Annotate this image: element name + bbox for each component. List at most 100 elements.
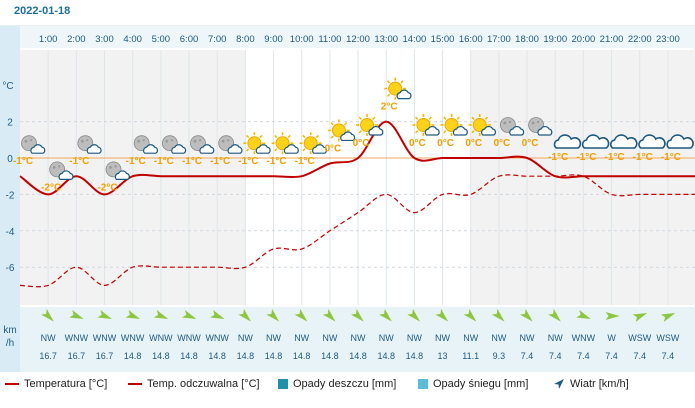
temp-label: -2°C <box>41 182 61 193</box>
moon-crater <box>221 139 225 143</box>
sun-ray <box>358 130 362 134</box>
sun-cloud-icon <box>327 119 356 142</box>
wind-arrow-icon <box>97 310 112 319</box>
cloud-shape <box>312 144 327 154</box>
temp-label: -1°C <box>266 156 286 167</box>
wind-direction: NW <box>407 333 422 343</box>
wind-speed: 16.7 <box>96 351 114 361</box>
sun-ray <box>302 148 306 152</box>
temp-label: 0°C <box>493 138 510 149</box>
moon-cloud-icon <box>133 135 158 154</box>
temp-label: 0°C <box>465 138 482 149</box>
temp-label: -1°C <box>126 156 146 167</box>
sun-ray <box>386 80 391 84</box>
wind-arrow-shape <box>491 308 505 322</box>
moon-crater <box>142 139 145 142</box>
left-axis-strip <box>0 26 20 372</box>
moon-crater <box>198 139 202 142</box>
temperature-line <box>19 120 695 196</box>
hour-label: 4:00 <box>123 34 142 45</box>
wind-row: km/h NW16.7WNW16.7WNW16.7WNW14.8WNW14.8WN… <box>3 308 680 361</box>
sun-ray <box>415 130 419 134</box>
cloud-icon <box>638 134 666 149</box>
sun-cloud-icon <box>412 114 440 136</box>
cloud-shape <box>143 144 158 154</box>
wind-speed: 14.8 <box>124 351 142 361</box>
sun-cloud-icon <box>356 114 384 136</box>
sun-ray <box>386 93 391 97</box>
wind-arrow-icon <box>660 313 676 322</box>
sun-ray <box>315 134 320 139</box>
wind-arrow-icon <box>294 308 308 322</box>
wind-direction: WNW <box>149 333 173 343</box>
wind-arrow-icon <box>435 308 449 322</box>
wind-arrow-shape <box>97 310 112 319</box>
moon-crater <box>531 121 535 125</box>
temp-label: -1°C <box>69 156 89 167</box>
wind-direction: NW <box>294 333 309 343</box>
wind-speed: 7.4 <box>521 351 534 361</box>
legend-line-swatch <box>128 383 142 385</box>
weather-icons: -1°C -2°C -1°C -2°C -1°C -1°C -1°C -1°C -1°C -1°C… <box>13 77 694 193</box>
wind-direction: NW <box>266 333 281 343</box>
cloud-shape <box>30 144 46 154</box>
wind-arrow-icon <box>322 308 336 322</box>
wind-unit-top: km <box>3 325 16 336</box>
moon-crater <box>24 139 28 143</box>
wind-arrow-shape <box>153 310 169 319</box>
cloud-icon <box>610 134 638 149</box>
sun-ray <box>330 122 334 126</box>
wind-arrow-icon <box>554 379 564 389</box>
cloud-shape <box>227 144 243 154</box>
wind-arrow-shape <box>125 310 141 319</box>
hour-label: 18:00 <box>515 34 539 45</box>
sun-ray <box>259 134 263 139</box>
legend-label: Wiatr [km/h] <box>570 378 629 390</box>
hour-label: 14:00 <box>402 34 426 45</box>
wind-direction: NW <box>491 333 506 343</box>
hour-label: 17:00 <box>487 34 511 45</box>
sun-disc <box>247 136 262 151</box>
cloud-shape <box>368 125 384 136</box>
moon-crater <box>52 166 56 169</box>
temp-label: 0°C <box>437 138 454 149</box>
moon-crater <box>508 120 511 124</box>
wind-arrow-icon <box>181 310 197 319</box>
wind-direction: NW <box>41 333 56 343</box>
cloud-shape <box>424 125 440 136</box>
sun-ray <box>302 134 306 139</box>
legend-item: Temp. odczuwalna [°C] <box>128 378 260 390</box>
wind-arrow-shape <box>350 308 364 322</box>
cloud-shape <box>199 144 215 154</box>
wind-direction: WNW <box>121 333 145 343</box>
hour-label: 20:00 <box>572 34 596 45</box>
hour-label: 6:00 <box>180 34 199 45</box>
temp-label: 0°C <box>353 138 370 149</box>
wind-direction: WNW <box>205 333 229 343</box>
wind-arrow-shape <box>294 308 308 322</box>
wind-unit-bottom: /h <box>6 338 14 349</box>
hour-label: 22:00 <box>628 34 652 45</box>
sun-disc <box>472 118 487 132</box>
hour-label: 8:00 <box>236 34 255 45</box>
wind-arrow-icon <box>210 310 225 319</box>
snow-swatch <box>418 379 428 389</box>
sun-ray <box>471 130 475 134</box>
moon-crater <box>170 139 173 142</box>
sun-cloud-icon <box>299 132 327 155</box>
hour-strip <box>20 26 695 48</box>
wind-speed: 14.8 <box>406 351 424 361</box>
wind-arrow-icon <box>407 308 421 322</box>
legend-label: Opady śniegu [mm] <box>433 378 529 390</box>
wind-speed: 9.3 <box>493 351 506 361</box>
legend-label: Temperatura [°C] <box>24 378 108 390</box>
wind-speed: 14.8 <box>265 351 283 361</box>
cloud-icon <box>581 134 610 149</box>
hour-label: 2:00 <box>67 34 86 45</box>
wind-speed: 14.8 <box>152 351 170 361</box>
cloud-shape <box>610 134 638 149</box>
y-tick-label: -6 <box>6 263 15 274</box>
sun-cloud-icon <box>243 132 271 155</box>
hour-label: 3:00 <box>95 34 114 45</box>
wind-speed: 16.7 <box>39 351 57 361</box>
